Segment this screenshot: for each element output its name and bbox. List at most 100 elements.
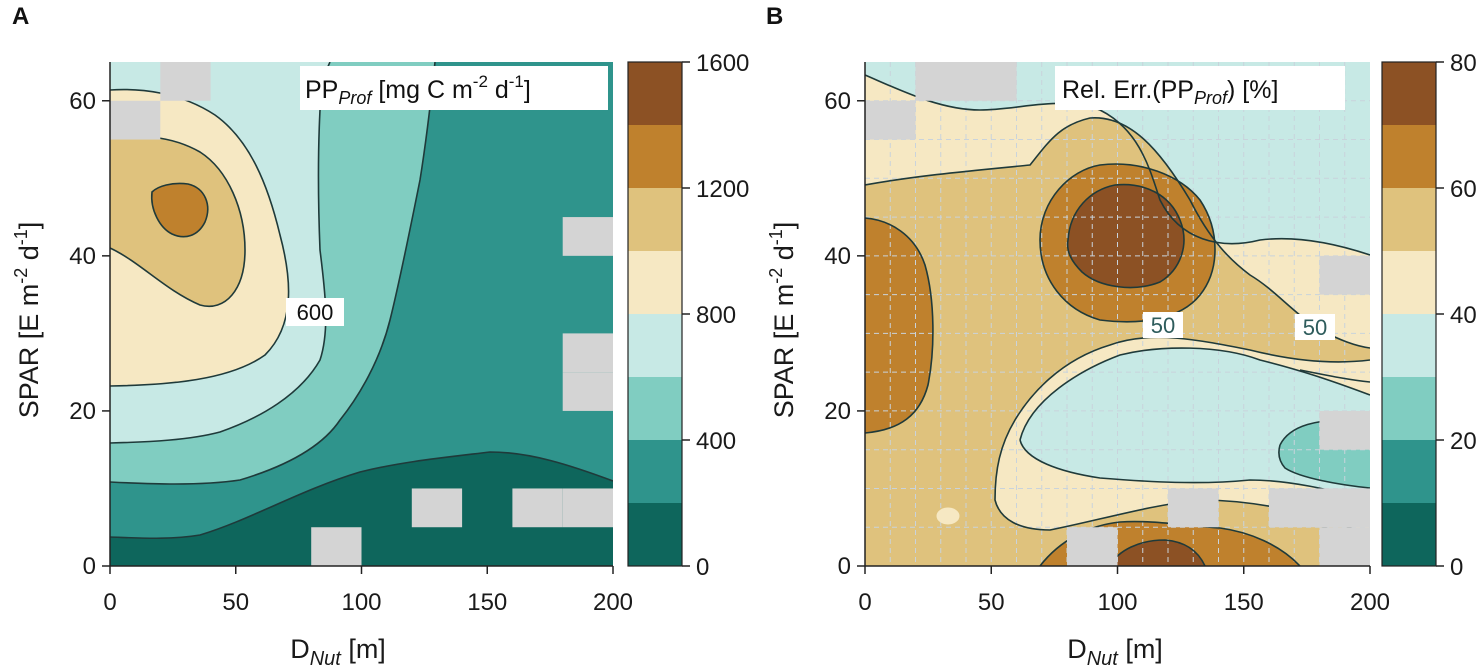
x-tick-label: 50 (978, 589, 1005, 616)
legend-a: PPProf [mg C m-2 d-1] (300, 66, 608, 110)
colorbar-tick-label: 1200 (696, 176, 749, 203)
legend-b: Rel. Err.(PPProf) [%] (1055, 66, 1345, 110)
missing-cell (966, 62, 1017, 101)
colorbar-band (1382, 62, 1436, 125)
y-tick-label: 40 (69, 243, 96, 270)
missing-cell (915, 62, 966, 101)
y-tick-label: 0 (83, 553, 96, 580)
colorbar-tick-label: 20 (1450, 428, 1476, 455)
contour-fill-band0 (110, 452, 613, 566)
missing-cell (311, 527, 362, 566)
missing-cell (512, 488, 563, 528)
axes-a (102, 62, 614, 574)
panel-a-letter: A (12, 3, 29, 30)
missing-cell (1319, 255, 1370, 295)
colorbar-band (1382, 377, 1436, 440)
missing-cell (160, 62, 211, 101)
colorbar-band (1382, 314, 1436, 377)
colorbar-tick-label: 0 (1450, 554, 1463, 581)
missing-cell (411, 488, 463, 528)
contour-line (110, 135, 246, 308)
contour-line (1278, 444, 1370, 489)
colorbar-band (628, 440, 682, 503)
missing-cell (1168, 488, 1219, 528)
y-tick-label: 20 (824, 398, 851, 425)
contour-line (1066, 183, 1185, 289)
plot-area-a (110, 62, 613, 566)
colorbar-band (628, 62, 682, 125)
colorbar-tick-label: 40 (1450, 302, 1476, 329)
colorbar-band (628, 377, 682, 440)
axes-b (857, 62, 1371, 574)
svg-text:PPProf [mg C m-2 d-1]: PPProf [mg C m-2 d-1] (305, 72, 531, 108)
colorbar-tick-label: 0 (696, 554, 709, 581)
colorbar-a: 0 400 800 1200 1600 (627, 50, 749, 581)
contour-line (865, 74, 1370, 256)
contour-line (1299, 369, 1370, 383)
y-tick-label: 60 (824, 88, 851, 115)
colorbar-tick-label: 1600 (696, 50, 749, 77)
colorbar-band (1382, 188, 1436, 251)
colorbar-band (1382, 503, 1436, 566)
missing-cell (1319, 488, 1370, 528)
x-tick-label: 100 (1097, 589, 1137, 616)
missing-cell (865, 100, 916, 140)
contour-label-50-center: 50 (1143, 312, 1183, 338)
svg-text:Rel. Err.(PPProf) [%]: Rel. Err.(PPProf) [%] (1062, 76, 1278, 108)
x-tick-labels-a: 0 50 100 150 200 (103, 589, 633, 616)
contour-label-600: 600 (286, 298, 344, 326)
x-tick-labels-b: 0 50 100 150 200 (858, 589, 1390, 616)
missing-cell (1269, 488, 1320, 528)
x-tick-label: 200 (1350, 589, 1390, 616)
x-tick-label: 100 (341, 589, 381, 616)
colorbar-band (628, 125, 682, 188)
x-tick-label: 50 (222, 589, 249, 616)
plot-area-b (865, 62, 1370, 566)
colorbar-tick-label: 800 (696, 302, 736, 329)
x-tick-label: 150 (1224, 589, 1264, 616)
contour-fill-band7 (1067, 184, 1184, 288)
colorbar-band (628, 314, 682, 377)
missing-cell (562, 372, 613, 411)
colorbar-tick-label: 80 (1450, 50, 1476, 77)
missing-cell (562, 217, 613, 256)
contour-fill-band6 (151, 183, 208, 237)
contour-island (936, 507, 960, 525)
y-tick-labels-a: 0 20 40 60 (69, 88, 96, 580)
panel-a: A (11, 3, 749, 666)
contour-line (110, 88, 290, 387)
x-tick-label: 200 (593, 589, 633, 616)
colorbar-band (628, 251, 682, 314)
svg-text:50: 50 (1151, 313, 1175, 338)
colorbar-tick-label: 60 (1450, 176, 1476, 203)
y-axis-title-b: SPAR [E m-2 d-1] (766, 222, 799, 419)
y-tick-label: 60 (69, 88, 96, 115)
x-tick-label: 0 (103, 589, 116, 616)
contour-line (1019, 347, 1370, 441)
svg-text:600: 600 (297, 300, 334, 325)
missing-cell (1319, 410, 1370, 450)
contour-line (110, 62, 436, 485)
contour-line (150, 182, 209, 238)
contour-line (110, 451, 613, 540)
y-tick-labels-b: 0 20 40 60 (824, 88, 851, 580)
missing-cell (562, 333, 613, 373)
missing-cell (110, 100, 161, 140)
missing-cells-a (110, 62, 613, 566)
missing-cell (1319, 527, 1370, 566)
contour-line (1039, 163, 1216, 323)
missing-cell (562, 488, 613, 528)
missing-cell (1067, 527, 1118, 566)
y-tick-label: 40 (824, 243, 851, 270)
colorbar-band (628, 188, 682, 251)
missing-cells-b (865, 62, 1370, 566)
panel-b: B (766, 3, 1476, 666)
colorbar-band (1382, 125, 1436, 188)
y-tick-label: 0 (838, 553, 851, 580)
colorbar-band (1382, 440, 1436, 503)
contour-label-50-right: 50 (1295, 314, 1335, 340)
x-tick-label: 150 (467, 589, 507, 616)
y-tick-label: 20 (69, 398, 96, 425)
contour-line (1019, 439, 1370, 501)
